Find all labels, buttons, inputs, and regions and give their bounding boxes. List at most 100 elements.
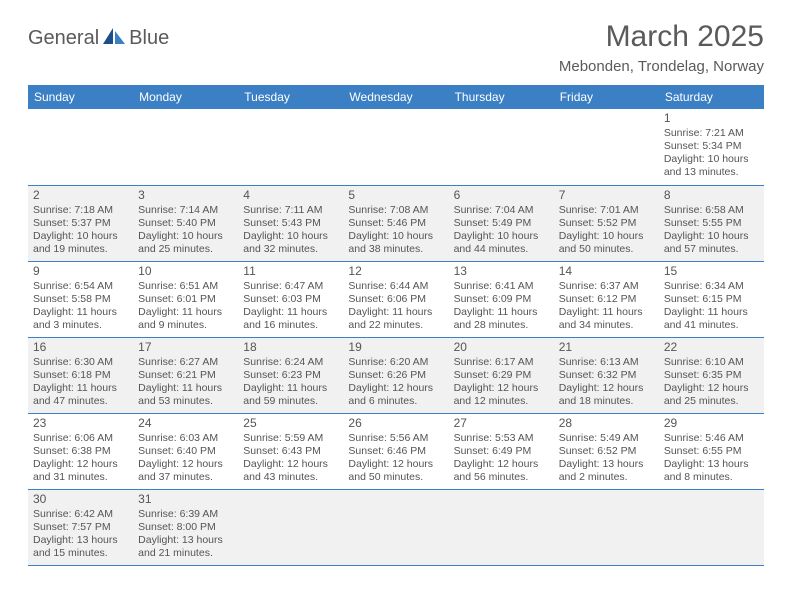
sunset-text: Sunset: 6:12 PM xyxy=(559,293,654,306)
day-cell: 6Sunrise: 7:04 AMSunset: 5:49 PMDaylight… xyxy=(449,185,554,261)
logo-text-1: General xyxy=(28,27,99,50)
day-cell: 30Sunrise: 6:42 AMSunset: 7:57 PMDayligh… xyxy=(28,489,133,565)
sunset-text: Sunset: 6:09 PM xyxy=(454,293,549,306)
day-cell: 1Sunrise: 7:21 AMSunset: 5:34 PMDaylight… xyxy=(659,109,764,185)
day-cell: 14Sunrise: 6:37 AMSunset: 6:12 PMDayligh… xyxy=(554,261,659,337)
sunset-text: Sunset: 8:00 PM xyxy=(138,521,233,534)
daylight-text: and 47 minutes. xyxy=(33,395,128,408)
daylight-text: Daylight: 11 hours xyxy=(243,306,338,319)
sunset-text: Sunset: 5:43 PM xyxy=(243,217,338,230)
sunrise-text: Sunrise: 7:01 AM xyxy=(559,204,654,217)
calendar-page: General Blue March 2025 Mebonden, Tronde… xyxy=(0,0,792,586)
sunrise-text: Sunrise: 6:58 AM xyxy=(664,204,759,217)
daylight-text: and 22 minutes. xyxy=(348,319,443,332)
day-cell: 24Sunrise: 6:03 AMSunset: 6:40 PMDayligh… xyxy=(133,413,238,489)
sunrise-text: Sunrise: 5:46 AM xyxy=(664,432,759,445)
sunset-text: Sunset: 6:49 PM xyxy=(454,445,549,458)
sunrise-text: Sunrise: 6:17 AM xyxy=(454,356,549,369)
sunset-text: Sunset: 6:55 PM xyxy=(664,445,759,458)
daylight-text: and 50 minutes. xyxy=(559,243,654,256)
day-cell: 2Sunrise: 7:18 AMSunset: 5:37 PMDaylight… xyxy=(28,185,133,261)
day-number: 24 xyxy=(138,416,233,431)
daylight-text: Daylight: 11 hours xyxy=(559,306,654,319)
day-number: 3 xyxy=(138,188,233,203)
day-number: 21 xyxy=(559,340,654,355)
daylight-text: and 28 minutes. xyxy=(454,319,549,332)
day-number: 23 xyxy=(33,416,128,431)
daylight-text: Daylight: 10 hours xyxy=(454,230,549,243)
day-number: 19 xyxy=(348,340,443,355)
daylight-text: and 53 minutes. xyxy=(138,395,233,408)
daylight-text: Daylight: 12 hours xyxy=(243,458,338,471)
week-row: 1Sunrise: 7:21 AMSunset: 5:34 PMDaylight… xyxy=(28,109,764,185)
location-text: Mebonden, Trondelag, Norway xyxy=(559,58,764,75)
sunrise-text: Sunrise: 7:14 AM xyxy=(138,204,233,217)
daylight-text: Daylight: 13 hours xyxy=(138,534,233,547)
day-cell: 4Sunrise: 7:11 AMSunset: 5:43 PMDaylight… xyxy=(238,185,343,261)
day-cell: 21Sunrise: 6:13 AMSunset: 6:32 PMDayligh… xyxy=(554,337,659,413)
day-cell: 3Sunrise: 7:14 AMSunset: 5:40 PMDaylight… xyxy=(133,185,238,261)
sunset-text: Sunset: 5:52 PM xyxy=(559,217,654,230)
sunset-text: Sunset: 5:46 PM xyxy=(348,217,443,230)
daylight-text: and 25 minutes. xyxy=(138,243,233,256)
daylight-text: and 25 minutes. xyxy=(664,395,759,408)
day-number: 2 xyxy=(33,188,128,203)
sunset-text: Sunset: 6:38 PM xyxy=(33,445,128,458)
sunrise-text: Sunrise: 6:06 AM xyxy=(33,432,128,445)
day-number: 11 xyxy=(243,264,338,279)
sunrise-text: Sunrise: 5:56 AM xyxy=(348,432,443,445)
daylight-text: Daylight: 10 hours xyxy=(138,230,233,243)
day-cell xyxy=(28,109,133,185)
daylight-text: Daylight: 10 hours xyxy=(33,230,128,243)
day-cell xyxy=(659,489,764,565)
day-number: 22 xyxy=(664,340,759,355)
sunrise-text: Sunrise: 6:47 AM xyxy=(243,280,338,293)
sunrise-text: Sunrise: 7:04 AM xyxy=(454,204,549,217)
sunrise-text: Sunrise: 6:37 AM xyxy=(559,280,654,293)
header: General Blue March 2025 Mebonden, Tronde… xyxy=(28,20,764,75)
day-cell: 15Sunrise: 6:34 AMSunset: 6:15 PMDayligh… xyxy=(659,261,764,337)
daylight-text: and 43 minutes. xyxy=(243,471,338,484)
daylight-text: Daylight: 12 hours xyxy=(33,458,128,471)
weekday-header: Wednesday xyxy=(343,85,448,109)
day-cell: 17Sunrise: 6:27 AMSunset: 6:21 PMDayligh… xyxy=(133,337,238,413)
week-row: 9Sunrise: 6:54 AMSunset: 5:58 PMDaylight… xyxy=(28,261,764,337)
day-cell xyxy=(554,109,659,185)
sunrise-text: Sunrise: 6:13 AM xyxy=(559,356,654,369)
daylight-text: Daylight: 10 hours xyxy=(664,153,759,166)
sunrise-text: Sunrise: 7:21 AM xyxy=(664,127,759,140)
day-cell: 12Sunrise: 6:44 AMSunset: 6:06 PMDayligh… xyxy=(343,261,448,337)
day-cell xyxy=(554,489,659,565)
weekday-header: Thursday xyxy=(449,85,554,109)
day-cell: 7Sunrise: 7:01 AMSunset: 5:52 PMDaylight… xyxy=(554,185,659,261)
month-title: March 2025 xyxy=(559,20,764,54)
sunset-text: Sunset: 6:23 PM xyxy=(243,369,338,382)
day-cell: 10Sunrise: 6:51 AMSunset: 6:01 PMDayligh… xyxy=(133,261,238,337)
day-cell: 25Sunrise: 5:59 AMSunset: 6:43 PMDayligh… xyxy=(238,413,343,489)
sunset-text: Sunset: 5:49 PM xyxy=(454,217,549,230)
sunrise-text: Sunrise: 6:30 AM xyxy=(33,356,128,369)
sunset-text: Sunset: 5:40 PM xyxy=(138,217,233,230)
day-number: 20 xyxy=(454,340,549,355)
daylight-text: and 41 minutes. xyxy=(664,319,759,332)
day-cell: 29Sunrise: 5:46 AMSunset: 6:55 PMDayligh… xyxy=(659,413,764,489)
weekday-header: Friday xyxy=(554,85,659,109)
sunrise-text: Sunrise: 6:10 AM xyxy=(664,356,759,369)
day-cell: 27Sunrise: 5:53 AMSunset: 6:49 PMDayligh… xyxy=(449,413,554,489)
day-number: 6 xyxy=(454,188,549,203)
sunset-text: Sunset: 6:21 PM xyxy=(138,369,233,382)
sunrise-text: Sunrise: 7:08 AM xyxy=(348,204,443,217)
weekday-header: Sunday xyxy=(28,85,133,109)
day-number: 26 xyxy=(348,416,443,431)
sunrise-text: Sunrise: 6:42 AM xyxy=(33,508,128,521)
daylight-text: and 9 minutes. xyxy=(138,319,233,332)
daylight-text: and 2 minutes. xyxy=(559,471,654,484)
sunset-text: Sunset: 6:06 PM xyxy=(348,293,443,306)
weekday-header: Saturday xyxy=(659,85,764,109)
day-number: 15 xyxy=(664,264,759,279)
logo-text-2: Blue xyxy=(129,27,169,50)
daylight-text: Daylight: 10 hours xyxy=(243,230,338,243)
daylight-text: and 6 minutes. xyxy=(348,395,443,408)
daylight-text: and 19 minutes. xyxy=(33,243,128,256)
daylight-text: Daylight: 11 hours xyxy=(454,306,549,319)
